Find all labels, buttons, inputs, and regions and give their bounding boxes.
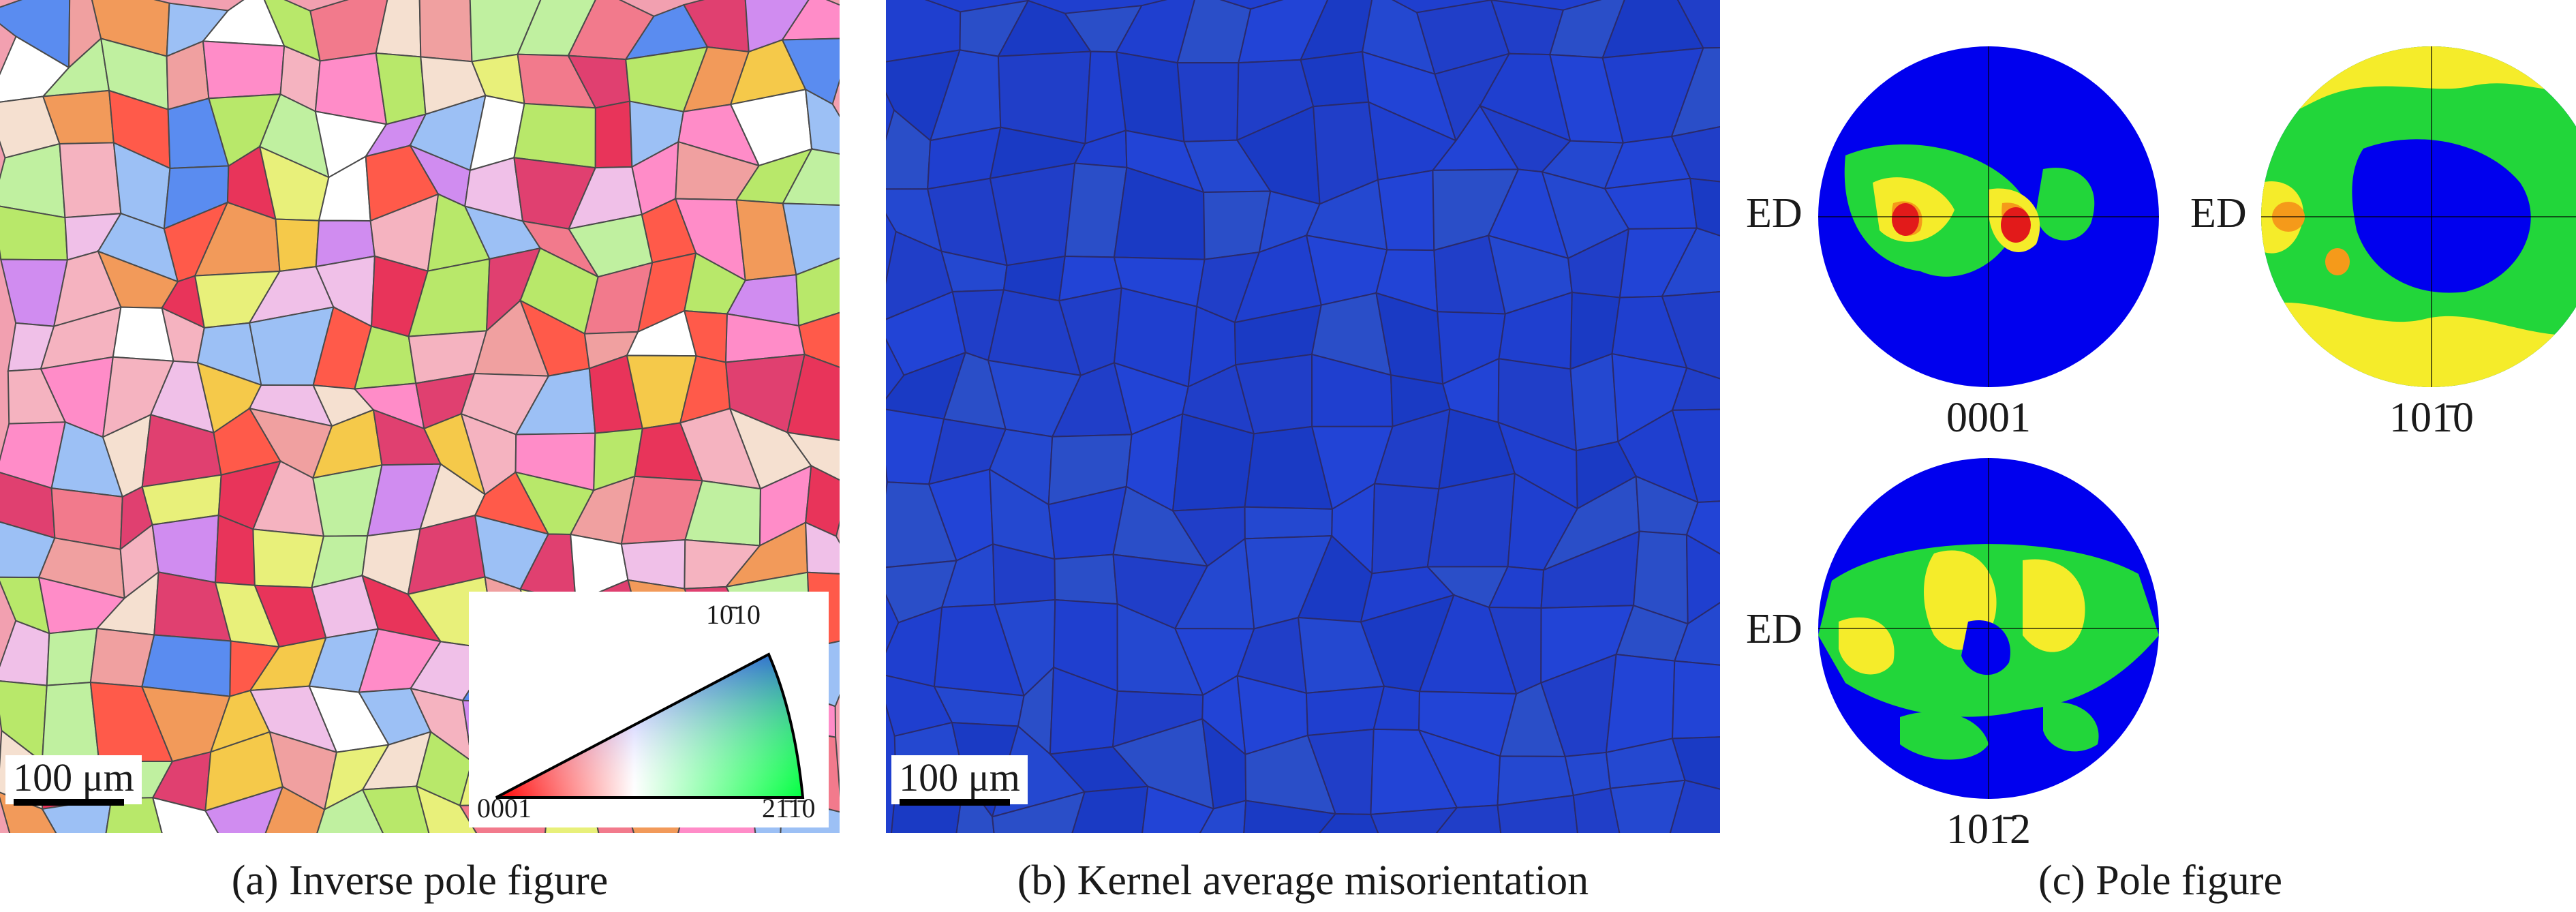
kam-grain-map <box>886 0 1720 833</box>
ipf-scale-bar: 100 μm <box>5 755 142 806</box>
caption-a: (a) Inverse pole figure <box>231 857 609 904</box>
ipf-scale-bar-line <box>14 799 124 806</box>
ipf-legend-right-label: 21̄1̄0 <box>762 793 816 823</box>
caption-c: (c) Pole figure <box>2038 857 2283 904</box>
ipf-scale-bar-label: 100 μm <box>13 755 134 800</box>
pf1-ed-label: ED <box>1746 190 1803 237</box>
ipf-legend-triangle <box>495 652 805 799</box>
ipf-legend-left-label: 0001 <box>477 793 532 823</box>
pole-figure-1012 <box>1818 458 2159 799</box>
kam-scale-bar-line <box>900 799 1010 806</box>
ipf-legend-top-label: 10̄10 <box>706 599 761 630</box>
kam-scale-bar-label: 100 μm <box>899 755 1020 800</box>
ipf-color-legend: 10̄10 0001 21̄1̄0 <box>469 592 829 827</box>
pf2-ed-label: ED <box>2190 190 2247 237</box>
pole-figure-1010 <box>2261 46 2576 387</box>
kam-map: 100 μm <box>886 0 1720 833</box>
caption-b: (b) Kernel average misorientation <box>1017 857 1589 904</box>
kam-scale-bar: 100 μm <box>891 755 1028 806</box>
pf3-label: 101̄2 <box>1946 806 2031 853</box>
pole-figure-0001 <box>1818 46 2159 387</box>
pf2-label: 101̄0 <box>2389 395 2474 441</box>
pf3-ed-label: ED <box>1746 606 1803 652</box>
pf1-label: 0001 <box>1946 395 2031 441</box>
ipf-map: 100 μm 10̄10 0001 21̄1̄0 <box>0 0 840 833</box>
